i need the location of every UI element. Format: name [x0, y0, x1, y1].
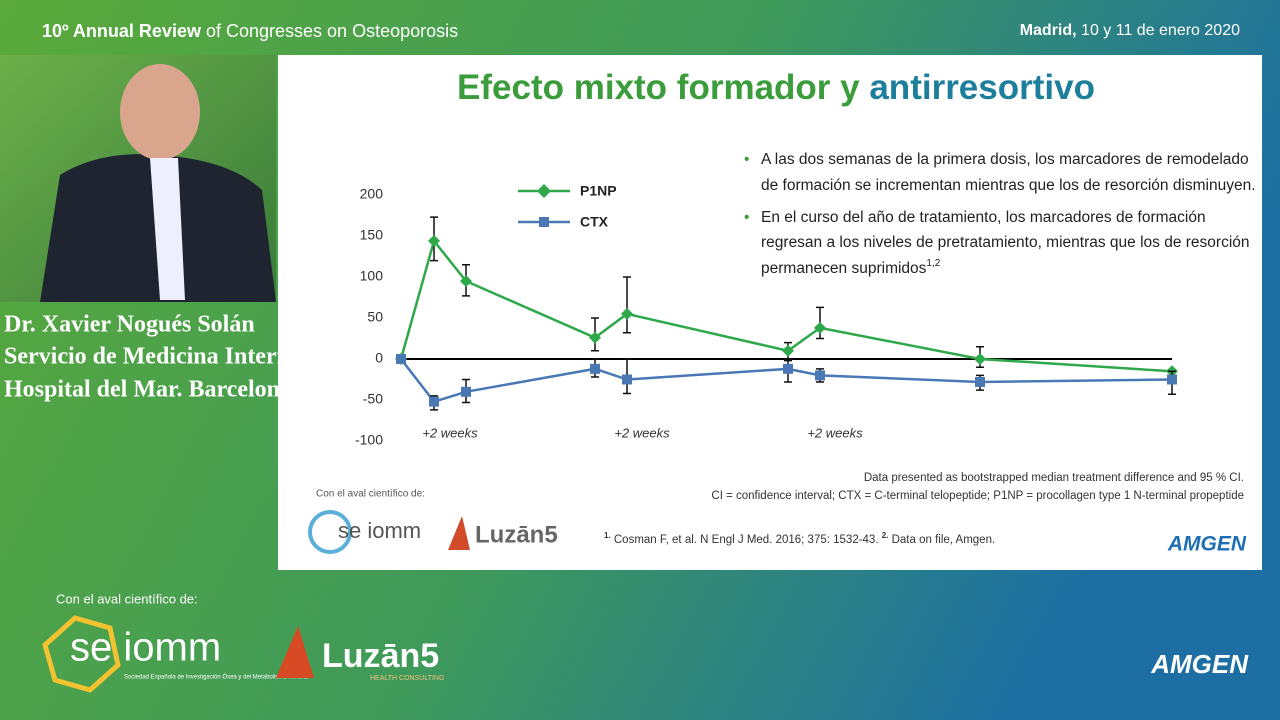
data-point [590, 363, 600, 374]
y-tick-label: -50 [363, 391, 383, 407]
data-point [974, 353, 986, 365]
data-point [815, 370, 825, 381]
legend-marker [537, 184, 551, 198]
y-tick-label: 0 [375, 350, 383, 366]
ref-mark: 1. [604, 531, 611, 540]
bullet-line: regresan a los niveles de pretratamiento… [761, 234, 1250, 251]
speaker-video [0, 55, 276, 302]
speaker-line: Hospital del Mar. Barcelona [4, 377, 292, 403]
bullet-dot: • [744, 209, 749, 226]
date: 10 y 11 de enero 2020 [1081, 22, 1240, 39]
bullet-dot: • [744, 151, 749, 168]
data-point [975, 376, 985, 387]
speaker-line: Servicio de Medicina Interna [4, 344, 302, 370]
slide [278, 55, 1262, 570]
slide-title-b: antirresortivo [869, 68, 1095, 107]
legend-label: P1NP [580, 183, 617, 199]
luzan-logo: Luzān5 [475, 521, 558, 548]
note: CI = confidence interval; CTX = C-termin… [711, 490, 1244, 502]
event-title: 10º Annual Review of Congresses on Osteo… [42, 21, 458, 41]
footer-aval: Con el aval científico de: [56, 591, 198, 606]
y-tick-label: 200 [360, 186, 384, 202]
legend-marker [539, 217, 549, 227]
event-title-bold: 10º Annual Review [42, 21, 202, 41]
data-point [460, 275, 472, 288]
luzan-icon [276, 626, 314, 678]
bullet-line: permanecen suprimidos1,2 [761, 258, 941, 277]
slide-title: Efecto mixto formador y antirresortivo [457, 68, 1095, 107]
data-point [814, 321, 826, 334]
legend-label: CTX [580, 214, 609, 230]
speaker-line: Dr. Xavier Nogués Solán [4, 312, 255, 338]
data-point [622, 374, 632, 385]
x-tick-label: +2 weeks [614, 425, 670, 440]
data-point [396, 354, 406, 364]
shirt [150, 158, 185, 300]
ref-text: Data on file, Amgen. [892, 534, 996, 546]
error-bar [623, 276, 631, 334]
footer-seiomm: se iomm [70, 626, 221, 670]
references: 1. Cosman F, et al. N Engl J Med. 2016; … [604, 531, 995, 546]
data-point [429, 396, 439, 407]
bullet-line: de formación se incrementan mientras que… [761, 177, 1256, 194]
note: Data presented as bootstrapped median tr… [864, 472, 1244, 484]
footer-seiomm-sub: Sociedad Española de Investigación Ósea … [124, 674, 308, 681]
footer-luzan-sub: HEALTH CONSULTING [370, 675, 444, 682]
speaker-caption: Dr. Xavier Nogués Solán Servicio de Medi… [4, 312, 302, 403]
data-point [621, 307, 633, 320]
data-point [1167, 374, 1177, 385]
speaker-head [120, 64, 200, 160]
bullet-text: permanecen suprimidos [761, 260, 927, 277]
y-tick-label: -100 [355, 432, 383, 448]
aval: Con el aval científico de: [316, 489, 425, 500]
data-point [782, 344, 794, 357]
place: Madrid, [1020, 22, 1077, 39]
event-date: Madrid, 10 y 11 de enero 2020 [1020, 22, 1240, 39]
chart: -100 -50 0 50 100 150 200 +2 weeks +2 weeks +2 we… [355, 183, 1178, 448]
slide-title-a: Efecto mixto formador y [457, 68, 860, 107]
data-point [589, 331, 601, 344]
ref-mark: 2. [882, 531, 889, 540]
bullets: • A las dos semanas de la primera dosis,… [744, 151, 1256, 277]
seiomm-icon [308, 510, 352, 554]
data-point [783, 363, 793, 374]
bullet-line: A las dos semanas de la primera dosis, l… [761, 151, 1249, 168]
seiomm-logo: se iomm [338, 518, 421, 543]
y-tick-label: 50 [367, 309, 383, 325]
luzan-icon [448, 516, 470, 550]
footer-amgen: AMGEN [1150, 649, 1249, 679]
event-title-rest: of Congresses on Osteoporosis [206, 21, 458, 41]
x-tick-label: +2 weeks [807, 425, 863, 440]
superscript: 1,2 [926, 258, 940, 269]
bullet-line: En el curso del año de tratamiento, los … [761, 209, 1206, 226]
seiomm-icon [42, 615, 121, 693]
data-point [461, 386, 471, 397]
amgen-logo: AMGEN [1167, 533, 1247, 556]
ref-text: Cosman F, et al. N Engl J Med. 2016; 375… [614, 534, 879, 546]
x-tick-label: +2 weeks [422, 425, 478, 440]
data-point [428, 234, 440, 247]
footer-luzan: Luzān5 [322, 637, 439, 675]
y-tick-label: 150 [360, 227, 384, 243]
y-tick-label: 100 [360, 268, 384, 284]
